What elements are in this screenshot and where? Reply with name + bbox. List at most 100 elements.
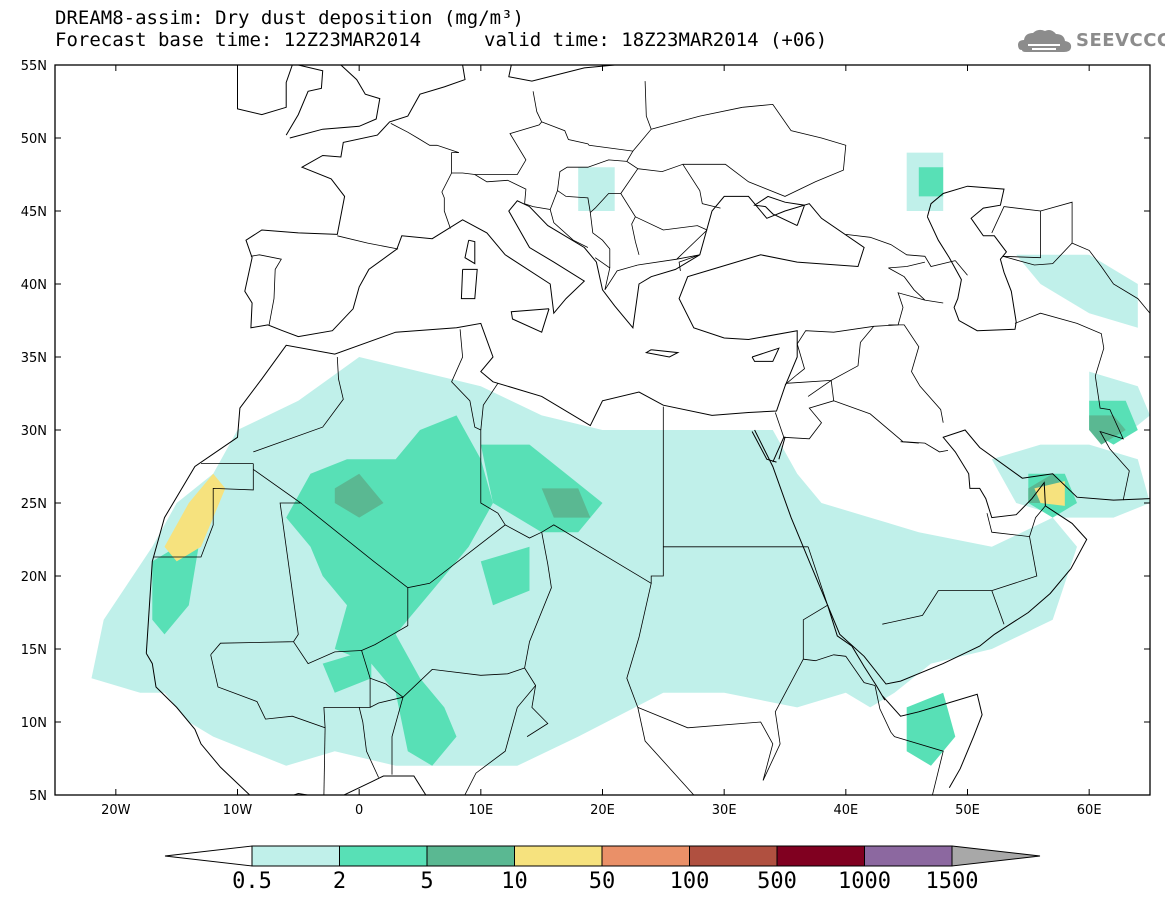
border-0	[153, 463, 254, 558]
border-23	[784, 292, 944, 386]
chart-title: DREAM8-assim: Dry dust deposition (mg/m³…	[55, 7, 524, 29]
border-58	[1040, 201, 1073, 244]
colorbar-label-1: 2	[332, 869, 347, 894]
border-48	[682, 103, 847, 197]
colorbar-min-arrow	[164, 845, 253, 867]
border-33	[637, 229, 708, 266]
cloud-icon	[1018, 29, 1072, 52]
deposition-region-19	[1089, 415, 1126, 445]
coastline-16	[827, 605, 886, 701]
border-3	[253, 356, 344, 453]
coastline-6	[460, 268, 478, 300]
border-5	[451, 329, 506, 526]
border-52	[337, 235, 399, 250]
border-13	[210, 654, 371, 729]
coastline-12	[751, 431, 777, 463]
deposition-region-4	[578, 167, 615, 211]
deposition-region-15	[918, 167, 944, 197]
border-18	[637, 707, 774, 781]
coastline-7	[464, 239, 476, 265]
coastline-5	[510, 308, 550, 333]
border-56	[1014, 312, 1130, 501]
coastline-17	[145, 653, 427, 795]
colorbar-swatch-4	[601, 845, 690, 867]
colorbar-label-4: 50	[588, 869, 616, 894]
colorbar-label-6: 500	[757, 869, 797, 894]
x-tick-label: 10W	[223, 803, 253, 818]
border-43	[474, 121, 543, 175]
deposition-region-20	[164, 473, 226, 562]
x-tick-label: 40E	[833, 803, 858, 818]
y-tick-label: 15N	[21, 643, 47, 658]
x-tick-label: 0	[355, 803, 363, 818]
y-tick-label: 40N	[21, 278, 47, 293]
border-38	[524, 203, 589, 248]
deposition-field	[91, 152, 1150, 766]
border-47	[651, 106, 743, 130]
colorbar	[164, 845, 1041, 867]
border-46	[626, 150, 634, 162]
border-36	[635, 216, 708, 231]
border-55	[1002, 242, 1150, 314]
deposition-region-14	[906, 692, 956, 766]
deposition-region-17	[541, 488, 591, 518]
border-25	[783, 379, 835, 440]
border-14	[323, 727, 326, 795]
border-22	[774, 412, 785, 438]
coastline-8	[644, 349, 680, 358]
border-16	[369, 696, 404, 775]
x-tick-label: 20E	[590, 803, 615, 818]
border-27	[900, 441, 919, 444]
colorbar-swatch-6	[776, 845, 865, 867]
border-34	[594, 257, 638, 291]
border-53	[250, 254, 282, 325]
border-50	[888, 261, 925, 269]
colorbar-swatch-2	[426, 845, 515, 867]
border-31	[986, 505, 1046, 538]
border-51	[888, 267, 926, 301]
colorbar-label-5: 100	[669, 869, 710, 894]
deposition-region-10	[152, 532, 201, 635]
x-tick-label: 10E	[468, 803, 493, 818]
y-tick-label: 30N	[21, 424, 47, 439]
border-30	[991, 590, 1005, 625]
border-41	[441, 172, 527, 229]
coastline-14	[926, 185, 1017, 332]
coastline-2	[237, 65, 293, 116]
colorbar-swatch-1	[339, 845, 428, 867]
y-tick-label: 50N	[21, 132, 47, 147]
colorbar-label-2: 5	[420, 869, 434, 894]
border-11	[361, 587, 525, 698]
y-tick-label: 10N	[21, 716, 47, 731]
coastline-9	[751, 347, 780, 362]
x-tick-label: 60E	[1077, 803, 1102, 818]
x-tick-label: 30E	[712, 803, 737, 818]
border-12	[293, 641, 362, 665]
y-tick-label: 5N	[29, 789, 47, 804]
coastline-1	[289, 65, 381, 139]
border-32	[676, 254, 700, 271]
border-28	[888, 324, 944, 423]
y-axis: 55N 50N 45N 40N 35N 30N 25N 20N 15N 10N 5N	[21, 59, 1150, 804]
colorbar-label-3: 10	[501, 869, 528, 894]
y-tick-label: 45N	[21, 205, 47, 220]
border-35	[589, 193, 640, 268]
forecast-base-time: Forecast base time: 12Z23MAR2014	[55, 29, 422, 51]
y-tick-label: 35N	[21, 351, 47, 366]
deposition-region-21	[1034, 481, 1065, 506]
y-tick-label: 25N	[21, 497, 47, 512]
logo-text: SEEVCCC	[1076, 30, 1165, 51]
border-10	[626, 583, 695, 795]
colorbar-label-8: 1500	[925, 869, 979, 894]
border-29	[882, 536, 1038, 625]
border-54	[954, 260, 968, 276]
colorbar-swatch-0	[251, 845, 340, 867]
border-45	[541, 81, 652, 152]
border-20	[803, 654, 876, 686]
colorbar-label-7: 1000	[838, 869, 891, 894]
deposition-region-16	[334, 473, 384, 518]
border-17	[464, 685, 536, 795]
border-15	[358, 707, 379, 778]
deposition-region-11	[322, 649, 372, 693]
